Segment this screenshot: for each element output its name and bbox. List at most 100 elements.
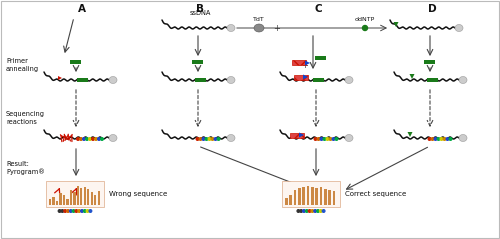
Circle shape [98,138,100,140]
Circle shape [92,138,94,140]
Circle shape [211,138,214,140]
Ellipse shape [254,24,264,32]
Bar [49,199,51,205]
Circle shape [205,138,208,140]
Circle shape [100,138,103,140]
Bar [313,78,324,82]
Circle shape [75,210,78,212]
Circle shape [80,138,82,140]
Text: +: + [302,61,308,71]
Circle shape [320,210,322,212]
Text: ddNTP: ddNTP [355,16,375,22]
Text: D: D [428,4,436,14]
Polygon shape [408,132,412,137]
Circle shape [306,210,308,212]
Circle shape [314,210,316,212]
Circle shape [320,138,323,140]
Circle shape [86,210,89,212]
Circle shape [300,210,302,212]
Bar [316,188,318,205]
Bar [285,198,288,205]
Polygon shape [58,76,62,80]
Circle shape [314,138,317,140]
Polygon shape [299,132,304,137]
Circle shape [58,210,61,212]
Circle shape [94,138,98,140]
Text: Correct sequence: Correct sequence [345,191,406,197]
Bar [87,189,90,205]
Polygon shape [394,22,398,27]
Circle shape [76,138,80,140]
Circle shape [61,210,64,212]
Polygon shape [303,75,308,80]
Bar [52,197,54,205]
Bar [80,188,82,205]
Bar [70,60,81,64]
Circle shape [214,138,217,140]
Circle shape [208,138,211,140]
Circle shape [302,210,306,212]
Circle shape [72,210,75,212]
Text: A: A [78,4,86,14]
Text: Primer
annealing: Primer annealing [6,58,39,72]
Bar [306,186,310,205]
Ellipse shape [459,76,467,83]
Ellipse shape [227,25,235,32]
Polygon shape [410,74,414,79]
Circle shape [431,138,434,140]
Bar [315,56,326,60]
Text: ssDNA: ssDNA [190,10,210,16]
Bar [311,187,314,205]
Text: Sequencing
reactions: Sequencing reactions [6,111,45,125]
Circle shape [362,26,368,31]
Circle shape [196,138,199,140]
Circle shape [84,210,86,212]
Text: TdT: TdT [253,16,265,22]
Text: +: + [274,23,280,33]
Circle shape [297,210,300,212]
Bar [324,189,327,205]
Bar [290,195,292,205]
Bar [294,190,296,205]
Ellipse shape [345,76,353,83]
Bar [192,60,203,64]
Polygon shape [305,60,310,65]
Circle shape [64,210,66,212]
Ellipse shape [459,135,467,141]
Bar [98,191,100,205]
Text: Wrong sequence: Wrong sequence [109,191,167,197]
Circle shape [82,138,86,140]
Circle shape [86,138,88,140]
Bar [66,199,68,205]
Text: C: C [314,4,322,14]
Ellipse shape [109,135,117,141]
Circle shape [316,210,320,212]
Bar [332,191,336,205]
Ellipse shape [455,25,463,32]
Ellipse shape [109,76,117,83]
Ellipse shape [227,135,235,141]
Circle shape [308,210,311,212]
Bar [70,190,72,205]
Circle shape [443,138,446,140]
Bar [60,193,62,205]
Bar [195,78,206,82]
Circle shape [440,138,443,140]
Bar [84,187,86,205]
Circle shape [199,138,202,140]
Circle shape [217,138,220,140]
Text: B: B [196,4,204,14]
Bar [290,133,304,138]
Bar [77,78,88,82]
Bar [76,186,79,205]
Circle shape [317,138,320,140]
Circle shape [89,210,92,212]
Circle shape [428,138,431,140]
Circle shape [78,210,80,212]
Circle shape [332,138,335,140]
Circle shape [329,138,332,140]
Bar [94,195,96,205]
Ellipse shape [227,76,235,83]
Circle shape [70,210,72,212]
Bar [90,192,93,205]
